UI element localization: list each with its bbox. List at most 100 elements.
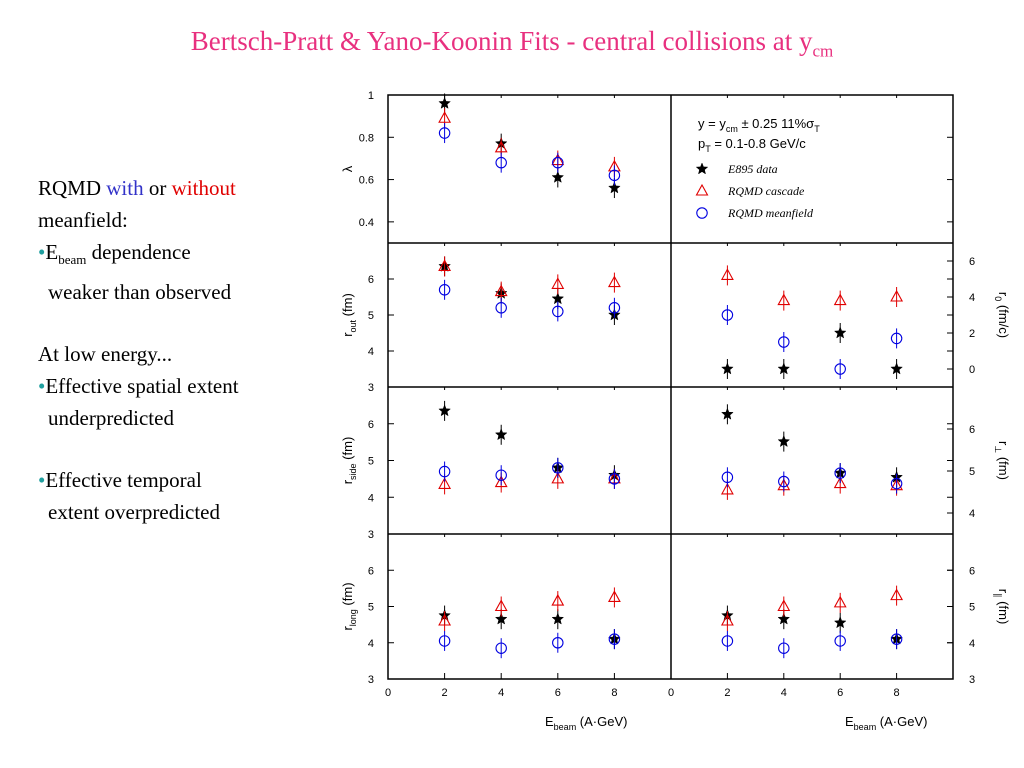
- bullet-1: •Ebeam dependence: [38, 236, 338, 276]
- data-point-circle: [552, 636, 564, 649]
- y-tick-label: 5: [969, 602, 975, 614]
- data-point-circle: [552, 156, 564, 169]
- y-tick-label: 4: [969, 638, 975, 650]
- y-tick-label: 5: [368, 602, 374, 614]
- notes-or: or: [143, 176, 172, 200]
- bullet-dot: •: [38, 240, 46, 264]
- y-tick-label: 6: [368, 419, 374, 431]
- y-tick-label: 6: [969, 256, 975, 268]
- data-point-star: [551, 612, 565, 625]
- y-tick-label: 4: [368, 492, 374, 504]
- data-point-star: [721, 362, 734, 375]
- data-point-circle: [696, 207, 708, 219]
- data-point-triangle: [438, 111, 452, 123]
- data-point-star: [833, 326, 847, 339]
- y-tick-label: 6: [969, 424, 975, 436]
- bullet-2-line-2: underpredicted: [48, 406, 174, 431]
- data-point-triangle: [777, 293, 791, 306]
- data-point-triangle: [494, 599, 508, 612]
- data-point-star: [608, 181, 621, 194]
- bullet-1-text: dependence: [86, 240, 191, 264]
- data-point-star: [494, 612, 508, 625]
- data-point-circle: [438, 465, 451, 478]
- data-point-triangle: [551, 277, 565, 289]
- data-point-star: [777, 362, 791, 375]
- data-point-triangle: [438, 613, 452, 626]
- data-point-triangle: [890, 289, 904, 302]
- data-point-star: [438, 404, 451, 417]
- data-point-circle: [721, 309, 734, 321]
- notes-line-2: meanfield:: [38, 208, 128, 232]
- data-point-circle: [438, 127, 451, 139]
- data-point-triangle: [833, 476, 847, 489]
- data-point-circle: [608, 302, 621, 314]
- y-axis-label-rpar: r∥ (fm): [993, 589, 1010, 625]
- data-point-triangle: [607, 590, 621, 602]
- data-point-star: [833, 616, 847, 629]
- x-tick-label: 8: [894, 687, 900, 699]
- data-point-triangle: [438, 477, 452, 489]
- notes-with: with: [106, 176, 144, 200]
- legend-cut-rapidity: y = ycm ± 0.25 11%σT: [698, 116, 820, 134]
- y-tick-label: 6: [368, 274, 374, 286]
- y-tick-label: 0.8: [359, 132, 374, 144]
- data-point-star: [695, 162, 709, 175]
- data-point-circle: [608, 633, 621, 645]
- bullet-1-e: E: [45, 240, 59, 264]
- y-axis-label-rlong: rlong (fm): [340, 582, 358, 630]
- bullet-3: •Effective temporal: [38, 464, 338, 496]
- data-point-circle: [495, 642, 507, 654]
- data-point-triangle: [833, 595, 847, 608]
- notes-text: RQMD with or without meanfield: •Ebeam d…: [38, 172, 338, 528]
- y-tick-label: 6: [368, 565, 374, 577]
- data-point-triangle: [720, 613, 734, 626]
- data-point-circle: [721, 635, 734, 647]
- data-point-circle: [778, 336, 790, 348]
- y-axis-label-rperp: r⊥ (fm): [993, 441, 1010, 480]
- y-axis-label-lambda: λ: [340, 165, 355, 172]
- y-tick-label: 6: [969, 565, 975, 577]
- bullet-dot: •: [38, 468, 46, 493]
- y-tick-label: 4: [969, 292, 975, 304]
- data-point-star: [438, 96, 451, 109]
- y-tick-label: 4: [368, 346, 374, 358]
- data-point-triangle: [551, 593, 565, 606]
- y-tick-label: 4: [368, 638, 374, 650]
- y-tick-label: 0: [969, 364, 975, 376]
- panel-rside: 6 5 4 3 rside (fm): [340, 400, 953, 541]
- data-point-circle: [495, 156, 507, 169]
- x-tick-label: 6: [555, 687, 561, 699]
- data-point-star: [777, 612, 791, 625]
- data-point-triangle: [720, 268, 734, 280]
- data-point-circle: [552, 305, 564, 318]
- data-point-circle: [721, 471, 734, 484]
- x-axis-label-right: Ebeam (A·GeV): [845, 714, 927, 732]
- y-tick-label: 5: [368, 310, 374, 322]
- data-point-triangle: [494, 475, 508, 488]
- y-tick-label: 3: [969, 674, 975, 686]
- bullet-2-text: Effective spatial extent: [45, 374, 239, 399]
- data-point-star: [777, 434, 791, 448]
- bullet-3-line-2: extent overpredicted: [48, 500, 220, 525]
- y-axis-label-rside: rside (fm): [340, 437, 358, 485]
- data-point-star: [551, 170, 565, 183]
- y-tick-label: 0.6: [359, 175, 374, 187]
- data-point-triangle: [695, 183, 709, 196]
- y-tick-label: 2: [969, 328, 975, 340]
- data-point-triangle: [494, 140, 508, 153]
- y-tick-label: 5: [368, 456, 374, 468]
- data-point-circle: [834, 467, 846, 479]
- bullet-1-beam: beam: [58, 252, 87, 268]
- bullet-3-text: Effective temporal: [45, 468, 202, 493]
- y-axis-label-rout: rout (fm): [340, 293, 358, 337]
- data-point-star: [494, 428, 508, 441]
- notes-rqmd: RQMD: [38, 176, 107, 200]
- data-point-circle: [834, 363, 846, 375]
- data-point-circle: [608, 169, 621, 182]
- bullet-1-line-2: weaker than observed: [48, 280, 232, 305]
- x-tick-label: 4: [498, 687, 504, 699]
- data-point-triangle: [833, 293, 847, 306]
- data-point-triangle: [890, 588, 904, 601]
- y-tick-label: 3: [368, 674, 374, 686]
- data-point-star: [721, 407, 734, 420]
